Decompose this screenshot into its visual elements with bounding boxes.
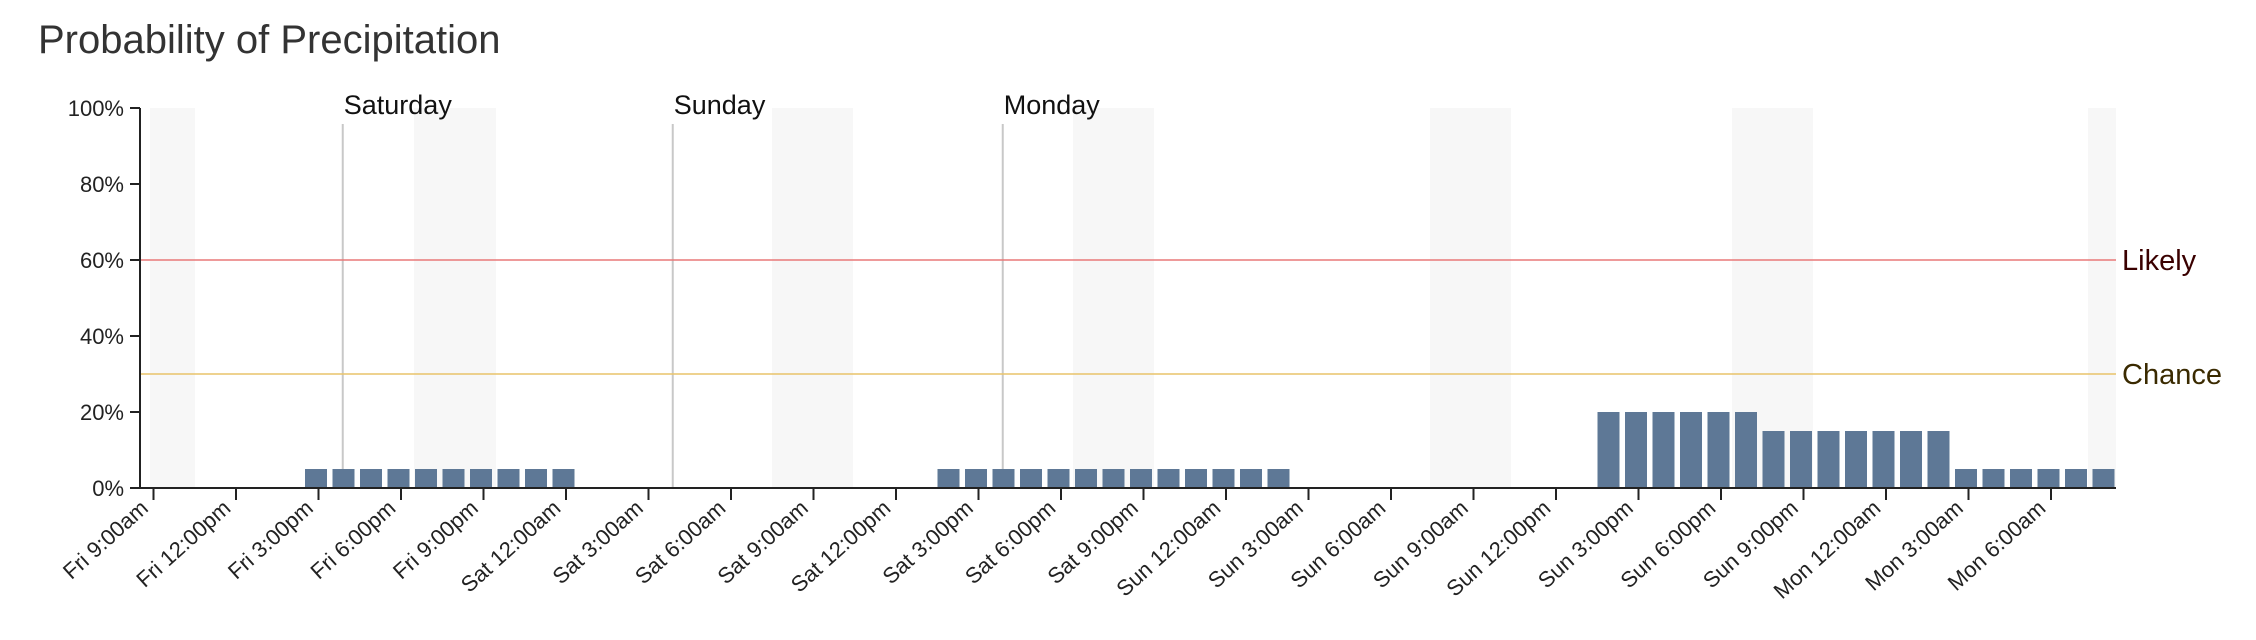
reference-label-chance: Chance — [2122, 359, 2222, 391]
day-label: Sunday — [674, 90, 766, 120]
y-axis-ticks: 0% 20% 40% 60% 80% 100% — [68, 96, 140, 501]
y-tick-label: 0% — [92, 476, 124, 501]
precip-bar — [1817, 431, 1840, 488]
y-tick-label: 80% — [80, 172, 124, 197]
y-tick-label: 100% — [68, 96, 124, 121]
night-band — [150, 108, 195, 488]
precipitation-bars — [305, 412, 2115, 488]
y-tick-label: 20% — [80, 400, 124, 425]
precip-bar — [525, 469, 547, 488]
night-band — [2088, 108, 2116, 488]
reference-label-likely: Likely — [2122, 245, 2197, 277]
precip-bar — [552, 469, 575, 488]
precip-bar — [1075, 469, 1097, 488]
precip-bar — [2010, 469, 2032, 488]
precip-bar — [965, 469, 987, 488]
precip-bar — [360, 469, 382, 488]
precip-bar — [1267, 469, 1290, 488]
precip-bar — [1652, 412, 1675, 488]
precip-bar — [1597, 412, 1620, 488]
precip-bar — [1185, 469, 1207, 488]
precip-bar — [1845, 431, 1867, 488]
precip-bar — [1790, 431, 1812, 488]
day-label: Saturday — [344, 90, 453, 120]
precip-bar — [937, 469, 960, 488]
precip-bar — [305, 469, 327, 488]
precip-bar — [1735, 412, 1757, 488]
precip-bar — [1212, 469, 1235, 488]
precip-bar — [1157, 469, 1180, 488]
x-tick-label: Fri 6:00pm — [305, 495, 400, 584]
precip-bar — [332, 469, 355, 488]
precip-bar — [1625, 412, 1647, 488]
precip-bar — [1047, 469, 1070, 488]
night-band — [1073, 108, 1154, 488]
day-dividers — [341, 124, 1004, 488]
night-band — [414, 108, 496, 488]
axes — [139, 108, 2116, 489]
precip-bar — [470, 469, 492, 488]
precip-bar — [1927, 431, 1950, 488]
precip-bar — [387, 469, 410, 488]
chart-title: Probability of Precipitation — [38, 18, 501, 62]
day-labels: Saturday Sunday Monday — [344, 90, 1101, 120]
precip-bar — [1955, 469, 1977, 488]
precip-bar — [2092, 469, 2115, 488]
precip-bar — [1130, 469, 1152, 488]
precip-bar — [1872, 431, 1895, 488]
precip-bar — [1707, 412, 1730, 488]
precip-bar — [1240, 469, 1262, 488]
x-tick-label: Fri 3:00pm — [223, 495, 318, 584]
precip-bar — [2065, 469, 2087, 488]
precip-bar — [1680, 412, 1702, 488]
precip-bar — [2037, 469, 2060, 488]
night-band — [772, 108, 853, 488]
y-tick-label: 60% — [80, 248, 124, 273]
precip-bar — [1762, 431, 1785, 488]
precip-bar — [1982, 469, 2005, 488]
day-label: Monday — [1004, 90, 1101, 120]
precip-bar — [1900, 431, 1922, 488]
night-band — [1430, 108, 1511, 488]
reference-lines: Likely Chance — [140, 245, 2222, 391]
precip-bar — [1102, 469, 1125, 488]
precip-bar — [497, 469, 520, 488]
night-bands — [150, 108, 2116, 488]
precip-bar — [992, 469, 1015, 488]
precip-bar — [1020, 469, 1042, 488]
precip-bar — [442, 469, 465, 488]
precip-bar — [415, 469, 437, 488]
y-tick-label: 40% — [80, 324, 124, 349]
